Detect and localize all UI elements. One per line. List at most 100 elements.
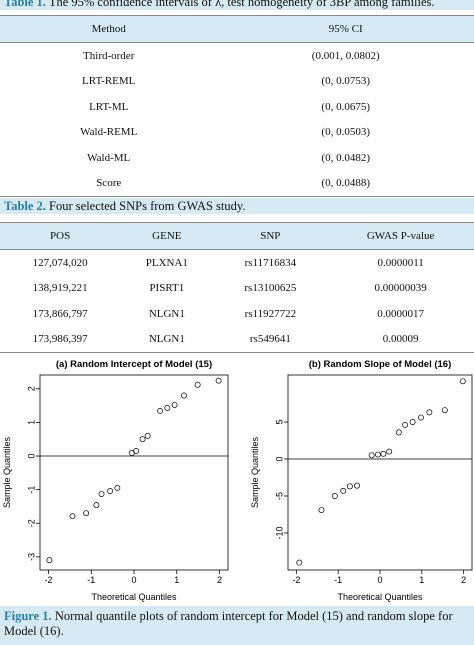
header-cell: GENE	[120, 222, 214, 250]
cell: (0, 0.0503)	[321, 126, 370, 139]
cell: NLGN1	[148, 307, 185, 320]
header-cell: 95% CI	[217, 15, 474, 43]
row: Wald-ML (0, 0.0482)	[0, 145, 474, 171]
row: LRT-REML (0, 0.0753)	[0, 69, 474, 95]
point	[93, 502, 100, 509]
row: Third-order (0.001, 0.0802)	[0, 43, 474, 69]
caption-text: The 95% confidence intervals of λ, test …	[48, 0, 435, 9]
point	[157, 408, 164, 414]
cell: rs11716834	[244, 256, 297, 269]
cell: (0.001, 0.0802)	[311, 49, 380, 62]
cell: (0, 0.0675)	[321, 100, 370, 113]
y-axis-label: Sample Quantiles	[250, 436, 260, 508]
y-tick-label: 0	[26, 454, 36, 459]
cell: NLGN1	[120, 326, 214, 353]
caption-label: Table 2.	[4, 199, 46, 213]
y-tick-label: -2	[26, 519, 36, 527]
point	[296, 559, 303, 566]
cell: PISRT1	[149, 282, 185, 295]
point	[215, 377, 222, 384]
cell: 173,986,397	[0, 326, 121, 353]
header-cell: GWAS P-value	[327, 222, 474, 250]
point	[386, 448, 393, 455]
x-tick-label: -1	[334, 575, 342, 585]
x-tick-label: -2	[45, 575, 53, 585]
table: Method 95% CI Third-order (0.001, 0.0802) LR…	[0, 15, 474, 197]
point	[144, 432, 151, 439]
point	[409, 419, 416, 425]
point	[181, 392, 187, 399]
point	[374, 451, 381, 458]
cell: 0.0000017	[377, 307, 424, 320]
chart: (b) Random Slope of Model (16)-2 -1 0 1 2-10…	[250, 359, 473, 602]
point	[459, 378, 466, 385]
plot-frame	[39, 374, 229, 571]
y-tick-label: -10	[274, 526, 284, 539]
y-tick-label: 5	[274, 419, 284, 424]
point	[368, 452, 375, 459]
point	[426, 409, 433, 416]
header-cell: SNP	[213, 222, 328, 250]
cell: 0.00000039	[374, 282, 427, 295]
y-axis-label: Sample Quantiles	[2, 436, 12, 508]
cell: rs13100625	[244, 282, 297, 295]
row: 138,919,221 PISRT1 rs13100625 0.00000039	[0, 276, 474, 302]
x-axis-label: Theoretical Quantiles	[337, 592, 423, 602]
y-tick-label: 2	[26, 386, 36, 391]
cell: 173,866,797	[32, 307, 88, 320]
header-row: Method 95% CI	[0, 15, 474, 43]
table-caption: Table 2. Four selected SNPs from GWAS st…	[0, 198, 474, 214]
row: Wald-REML (0, 0.0503)	[0, 120, 474, 146]
point	[331, 493, 338, 499]
cell: LRT-ML	[89, 100, 129, 113]
cell: PLXNA1	[145, 256, 188, 269]
row: Score (0, 0.0488)	[0, 170, 474, 197]
y-tick-label: 0	[274, 456, 284, 461]
point	[194, 381, 201, 388]
point	[46, 557, 53, 564]
point	[98, 491, 105, 497]
cell: Score	[0, 170, 218, 197]
x-tick-label: 0	[377, 575, 382, 585]
point	[354, 482, 360, 489]
cell: (0, 0.0482)	[321, 151, 370, 164]
cell: LRT-REML	[82, 75, 136, 88]
x-tick-label: 0	[131, 575, 136, 585]
cell: 127,074,020	[32, 256, 88, 269]
row: 173,986,397 NLGN1 rs549641 0.00009	[0, 326, 474, 353]
cell: rs11927722	[244, 307, 297, 320]
chart-title: (a) Random Intercept of Model (15)	[56, 359, 212, 370]
x-tick-label: 1	[174, 575, 179, 585]
cell: rs549641	[213, 326, 328, 353]
point	[69, 513, 76, 520]
caption-label: Figure 1.	[4, 609, 52, 623]
point	[139, 436, 146, 443]
header-row: POS GENE SNP GWAS P-value	[0, 222, 474, 250]
table-caption: Table 1. The 95% confidence intervals of…	[0, 0, 474, 10]
row: 127,074,020 PLXNA1 rs11716834 0.0000011	[0, 250, 474, 276]
caption-text: Normal quantile plots of random intercep…	[4, 609, 453, 638]
point	[346, 483, 353, 490]
header-cell: POS	[0, 222, 121, 250]
figure-caption: Figure 1. Normal quantile plots of rando…	[0, 606, 474, 645]
cell: 0.00009	[327, 326, 474, 353]
y-tick-label: 1	[26, 420, 36, 425]
chart: (a) Random Intercept of Model (15) -2 -1 0 1…	[2, 359, 229, 602]
y-tick-label: -3	[26, 553, 36, 561]
point	[83, 510, 90, 517]
point	[318, 507, 325, 514]
table: POS GENE SNP GWAS P-value 127,074,020 PLXNA1 r…	[0, 222, 474, 353]
cell: Third-order	[83, 49, 135, 62]
x-tick-label: -2	[292, 575, 300, 585]
x-tick-label: 2	[217, 575, 222, 585]
point	[133, 448, 140, 454]
point	[114, 485, 121, 491]
point	[395, 429, 402, 436]
cell: 138,919,221	[32, 282, 88, 295]
x-tick-label: 1	[419, 575, 424, 585]
point	[441, 407, 448, 414]
cell: Wald-REML	[80, 126, 138, 139]
point	[340, 487, 347, 494]
point	[380, 450, 387, 457]
